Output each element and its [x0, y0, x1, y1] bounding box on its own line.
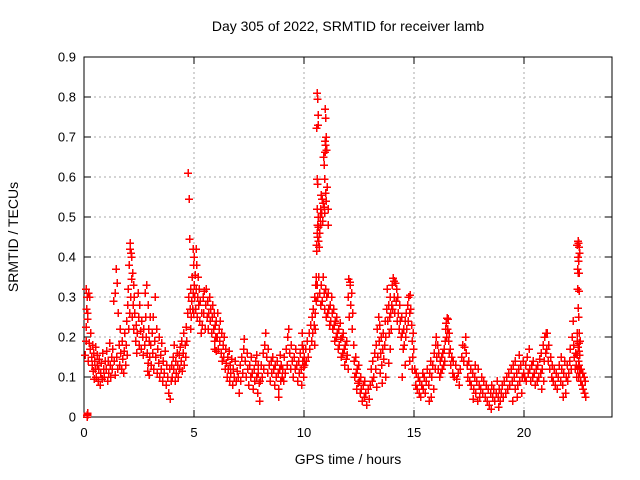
- y-tick-label: 0.9: [58, 50, 76, 65]
- x-tick-label: 20: [517, 425, 531, 440]
- y-tick-label: 0.6: [58, 170, 76, 185]
- scatter-series-srmtid: [81, 89, 590, 421]
- tick-labels: 0 5 10 15 20 0 0.1 0.2 0.3 0.4 0.5 0.6 0.7 0.8 0.9: [58, 50, 531, 441]
- x-tick-label: 5: [190, 425, 197, 440]
- y-tick-label: 0.3: [58, 290, 76, 305]
- data-points: [81, 89, 590, 421]
- plot-border-rect: [83, 56, 613, 418]
- y-tick-label: 0.5: [58, 210, 76, 225]
- plot-border: [83, 56, 613, 418]
- x-axis-label: GPS time / hours: [295, 451, 402, 467]
- y-tick-label: 0.2: [58, 330, 76, 345]
- y-tick-label: 0.7: [58, 130, 76, 145]
- y-axis-label: SRMTID / TECUs: [5, 182, 21, 292]
- y-tick-label: 0.8: [58, 90, 76, 105]
- y-tick-label: 0: [69, 410, 76, 425]
- chart-title: Day 305 of 2022, SRMTID for receiver lam…: [212, 18, 485, 34]
- y-tick-label: 0.4: [58, 250, 76, 265]
- x-tick-label: 10: [297, 425, 311, 440]
- x-tick-label: 0: [80, 425, 87, 440]
- y-tick-label: 0.1: [58, 370, 76, 385]
- x-tick-label: 15: [407, 425, 421, 440]
